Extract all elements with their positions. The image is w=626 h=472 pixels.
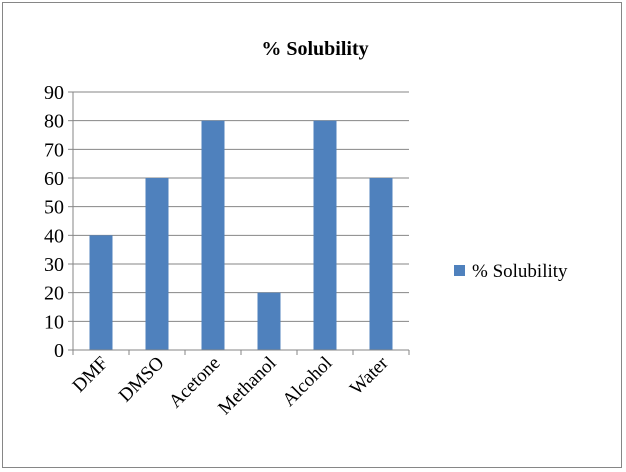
legend-label: % Solubility	[472, 261, 568, 282]
legend-swatch	[454, 265, 465, 276]
y-tick-label: 20	[44, 283, 64, 305]
x-tick-label: Water	[346, 352, 393, 399]
gridlines	[73, 91, 409, 322]
x-tick-label: Methanol	[214, 353, 280, 419]
y-tick-labels: 0 10 20 30 40 50 60 70 80 90	[44, 82, 64, 362]
bar-water	[369, 178, 393, 350]
y-tick-label: 70	[44, 139, 64, 161]
chart-title: % Solubility	[261, 38, 368, 60]
bar-acetone	[201, 120, 225, 351]
bar-dmf	[89, 235, 113, 350]
y-tick-label: 50	[44, 197, 64, 219]
y-tick-label: 30	[44, 254, 64, 276]
y-tick-label: 80	[44, 111, 64, 133]
y-tick-label: 60	[44, 168, 64, 190]
bars	[89, 120, 393, 351]
x-tick-label: DMSO	[115, 353, 169, 407]
x-tick-label: Alcohol	[278, 353, 336, 411]
bar-alcohol	[313, 120, 337, 351]
y-tick-label: 40	[44, 225, 64, 247]
y-tick-label: 10	[44, 311, 64, 333]
axes	[68, 91, 410, 355]
bar-dmso	[145, 178, 169, 350]
y-tick-label: 90	[44, 82, 64, 104]
x-tick-label: DMF	[69, 353, 113, 397]
bar-methanol	[257, 292, 281, 350]
y-tick-label: 0	[54, 340, 64, 362]
legend: % Solubility	[454, 261, 568, 282]
